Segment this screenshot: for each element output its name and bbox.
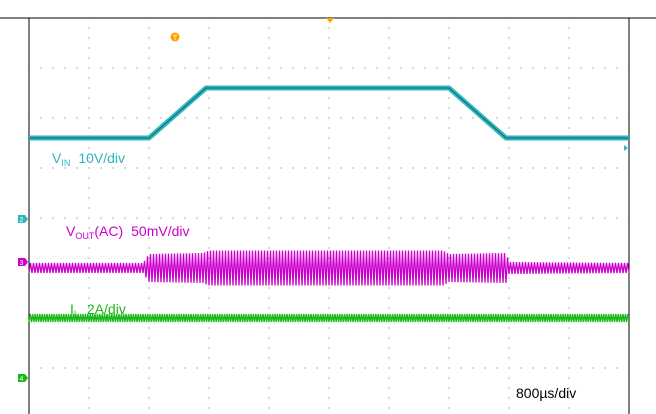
ch3-marker: 3 [18, 258, 28, 267]
vin-sub: IN [61, 158, 70, 168]
grid-dots [28, 17, 630, 409]
vin-scale: 10V/div [78, 150, 125, 166]
timebase-label: 800µs/div [516, 385, 576, 401]
vin-trace-core [29, 87, 629, 139]
il-label: IL 2A/div [70, 301, 126, 319]
ch4-marker-label: 4 [20, 376, 24, 383]
il-sub: L [74, 309, 79, 319]
grid [28, 17, 630, 409]
ch2-marker: 2 [18, 215, 28, 224]
vout-name: V [66, 223, 76, 239]
trigger-position-icon [326, 18, 334, 23]
svg-text:VOUT(AC)50mV/div: VOUT(AC) 50mV/div [66, 223, 189, 241]
trigger-marker-letter: T [173, 35, 178, 42]
vout-suffix: (AC) [94, 223, 123, 239]
vout-scale: 50mV/div [131, 223, 189, 239]
vin-label: VIN 10V/div [52, 150, 125, 168]
vout-label: VOUT(AC) 50mV/div [66, 223, 189, 241]
vin-offset-icon [624, 145, 628, 151]
il-trace [28, 313, 629, 323]
vout-sub: OUT [75, 231, 95, 241]
trigger-marker-top: T [170, 32, 180, 42]
ch4-marker: 4 [18, 374, 28, 383]
vout-trace [28, 250, 630, 286]
vin-trace [29, 85, 629, 141]
il-name: I [70, 301, 74, 317]
vin-name: V [52, 150, 62, 166]
ch3-marker-label: 3 [20, 260, 24, 267]
il-scale: 2A/div [87, 301, 126, 317]
ch2-marker-label: 2 [20, 217, 24, 224]
